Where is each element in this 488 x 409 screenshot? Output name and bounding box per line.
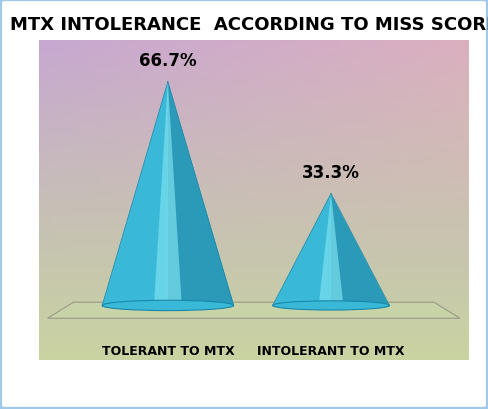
Text: 33.3%: 33.3%: [302, 163, 360, 181]
Polygon shape: [168, 82, 234, 306]
Polygon shape: [331, 194, 389, 306]
Text: INTOLERANT TO MTX: INTOLERANT TO MTX: [257, 344, 405, 357]
Polygon shape: [48, 303, 460, 319]
Ellipse shape: [102, 301, 234, 311]
Text: TOLERANT TO MTX: TOLERANT TO MTX: [102, 344, 234, 357]
Polygon shape: [102, 82, 168, 306]
Ellipse shape: [272, 304, 390, 309]
Polygon shape: [154, 82, 182, 306]
Polygon shape: [319, 194, 344, 306]
Ellipse shape: [102, 304, 234, 309]
Polygon shape: [273, 194, 331, 306]
Title: MTX INTOLERANCE  ACCORDING TO MISS SCORE: MTX INTOLERANCE ACCORDING TO MISS SCORE: [10, 16, 488, 34]
Text: 66.7%: 66.7%: [139, 52, 197, 70]
Ellipse shape: [273, 301, 389, 310]
